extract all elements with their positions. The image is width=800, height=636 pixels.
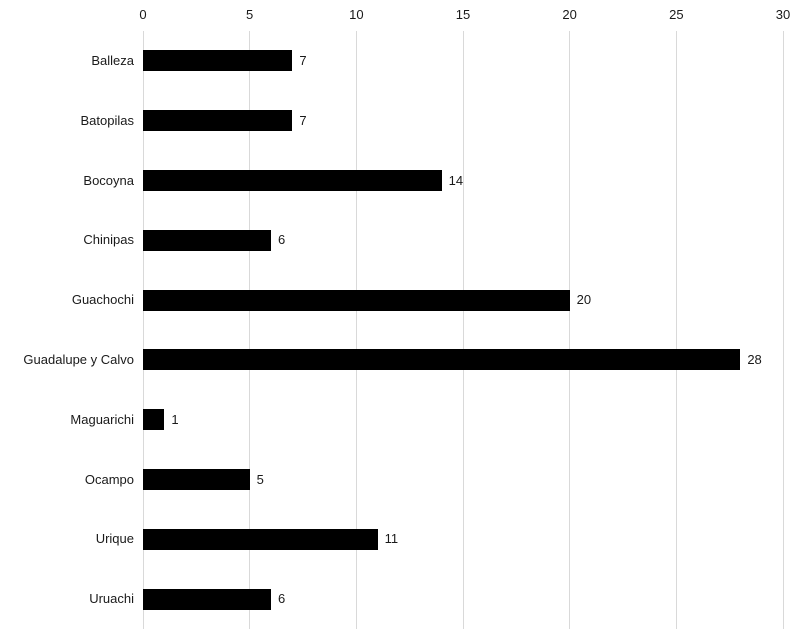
bar [143,469,250,490]
bar [143,349,741,371]
x-axis-tick-label: 30 [775,7,791,22]
data-label: 7 [299,112,307,128]
category-label: Maguarichi [70,411,134,427]
data-label: 5 [256,471,264,487]
category-label: Chinipas [83,232,134,248]
bar [143,409,165,431]
data-label: 28 [747,351,762,367]
category-label: Balleza [91,52,134,68]
x-axis-tick-label: 0 [139,7,147,22]
category-label: Batopilas [80,112,134,128]
data-label: 7 [299,52,307,68]
x-axis-tick-label: 25 [669,7,684,22]
data-label: 6 [278,232,286,248]
bar [143,50,293,72]
data-label: 1 [171,411,179,427]
gridline [569,31,571,629]
bar [143,229,271,251]
gridline [355,31,357,629]
x-axis-tick-label: 10 [349,7,364,22]
x-axis-tick-label: 20 [562,7,577,22]
gridline [249,31,251,629]
data-label: 11 [384,531,399,547]
bar [143,170,442,191]
data-label: 20 [576,292,592,308]
bar [143,289,570,311]
gridline [142,31,144,629]
category-label: Bocoyna [83,172,134,188]
gridline [675,31,677,629]
category-label: Urique [95,531,134,547]
bar [143,528,378,550]
bar [143,110,293,132]
data-label: 6 [278,591,286,607]
data-label: 14 [448,172,464,188]
gridline [782,31,784,629]
x-axis-tick-label: 15 [455,7,471,22]
gridline [462,31,464,629]
category-label: Ocampo [84,471,134,487]
category-label: Uruachi [89,591,134,607]
bar [143,588,271,610]
category-label: Guadalupe y Calvo [23,351,134,367]
category-label: Guachochi [71,292,134,308]
x-axis-tick-label: 5 [246,7,254,22]
